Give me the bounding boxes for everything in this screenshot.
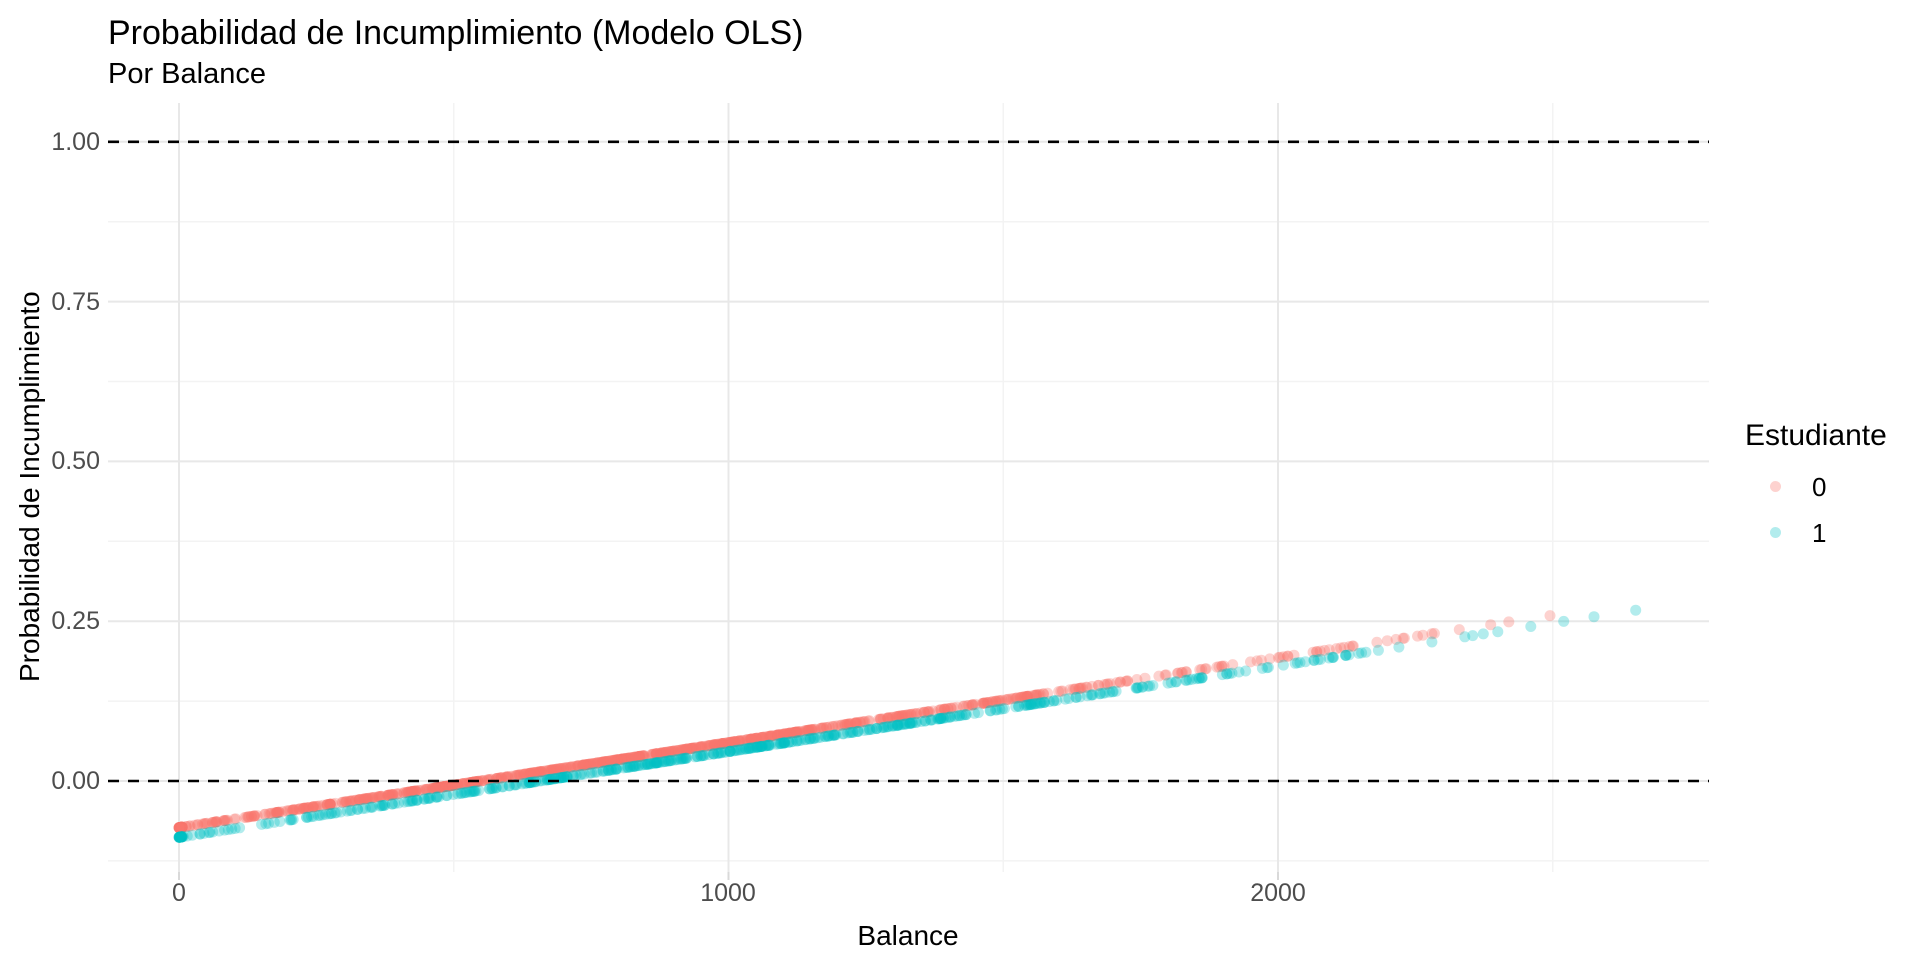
legend-label-1: 1 — [1812, 518, 1827, 548]
major-gridlines — [108, 103, 1709, 872]
plot-panel — [108, 103, 1709, 880]
y-axis-title: Probabilidad de Incumplimiento — [14, 291, 45, 682]
legend-title: Estudiante — [1745, 419, 1887, 452]
legend-label-0: 0 — [1812, 472, 1827, 502]
axis-ticks — [178, 872, 1279, 880]
legend-key-dot-1 — [1770, 527, 1781, 538]
scatter-series-0 — [173, 610, 1556, 834]
y-tick-label: 0.00 — [51, 767, 100, 795]
scatter-series-1 — [173, 604, 1642, 843]
x-tick-label: 2000 — [1250, 879, 1306, 907]
chart-subtitle: Por Balance — [108, 58, 266, 90]
y-tick-label: 0.75 — [51, 288, 100, 316]
chart-title: Probabilidad de Incumplimiento (Modelo O… — [108, 14, 804, 52]
legend-key-dot-0 — [1770, 481, 1781, 492]
minor-gridlines — [108, 103, 1709, 872]
y-tick-label: 1.00 — [51, 128, 100, 156]
x-axis-title: Balance — [857, 920, 959, 951]
y-tick-label: 0.25 — [51, 607, 100, 635]
x-tick-label: 1000 — [700, 879, 756, 907]
y-tick-label: 0.50 — [51, 447, 100, 475]
x-tick-label: 0 — [172, 879, 186, 907]
